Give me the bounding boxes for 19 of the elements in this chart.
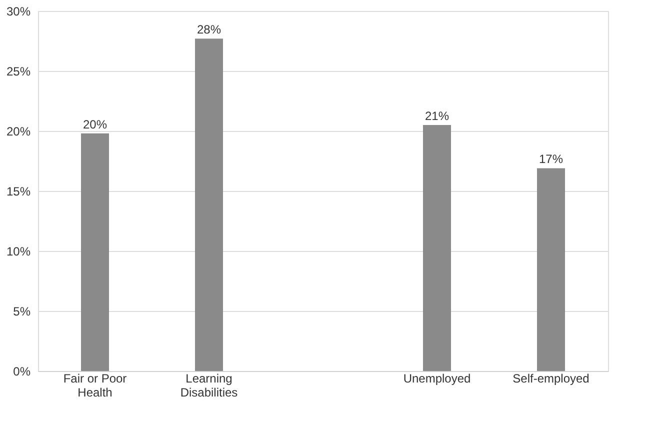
y-tick-label: 10% bbox=[6, 244, 31, 258]
bar bbox=[195, 38, 223, 371]
data-label: 17% bbox=[538, 152, 564, 166]
x-tick-label: Learning Disabilities bbox=[180, 372, 238, 400]
bar bbox=[423, 125, 451, 371]
bar bbox=[81, 133, 109, 371]
y-tick-label: 5% bbox=[13, 304, 31, 318]
x-tick-label: Self-employed bbox=[512, 372, 590, 386]
data-label: 21% bbox=[424, 109, 450, 123]
bar bbox=[537, 168, 565, 371]
data-label: 28% bbox=[196, 22, 222, 37]
y-tick-label: 0% bbox=[13, 364, 31, 378]
x-tick-label: Unemployed bbox=[403, 372, 471, 386]
x-tick-label: Fair or Poor Health bbox=[63, 372, 127, 400]
y-tick-label: 20% bbox=[6, 124, 31, 138]
y-tick-label: 30% bbox=[6, 4, 31, 18]
data-label: 20% bbox=[82, 117, 108, 132]
y-tick-label: 15% bbox=[6, 184, 31, 198]
y-tick-label: 25% bbox=[6, 64, 31, 78]
